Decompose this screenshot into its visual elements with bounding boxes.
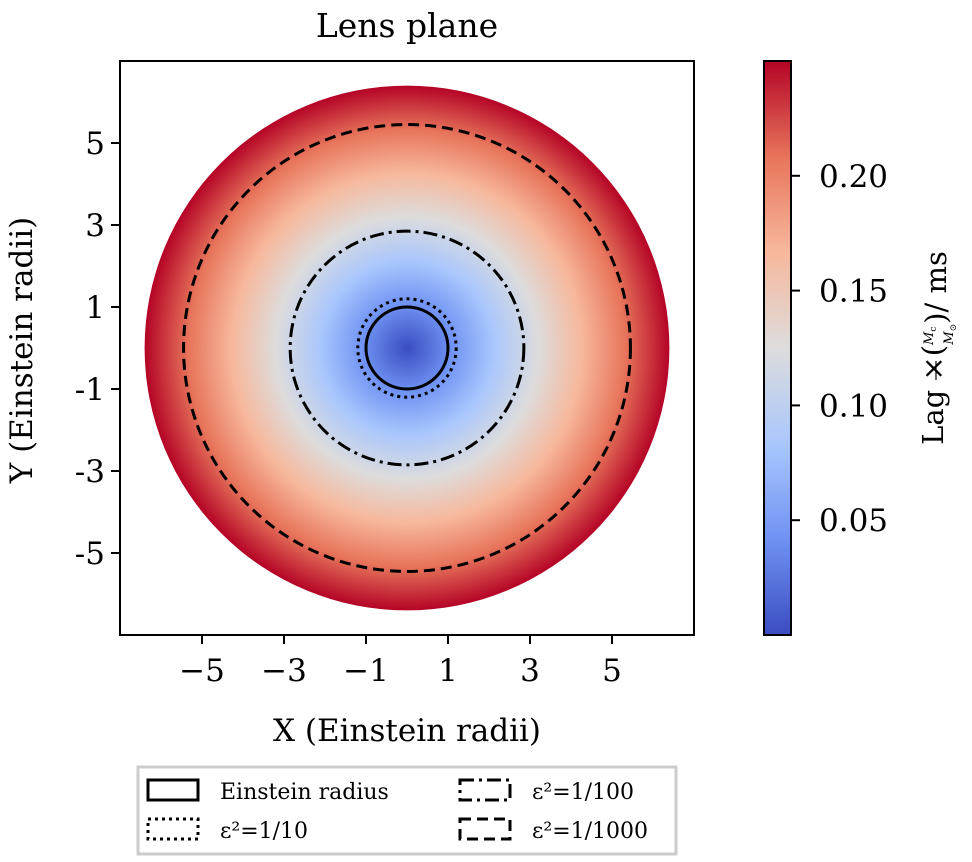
contour-dashed (182, 123, 632, 573)
colorbar-label-suffix: )/ ms (919, 251, 953, 324)
x-axis-label: X (Einstein radii) (273, 713, 541, 749)
y-axis-label: Y (Einstein radii) (4, 217, 40, 484)
colorbar-tick-label: 0.20 (819, 159, 888, 195)
y-tick-label: 5 (85, 126, 105, 162)
chart-title: Lens plane (316, 6, 498, 45)
heatmap-disk (144, 85, 670, 611)
y-tick-label: 1 (85, 290, 105, 326)
legend-handle-dashed (458, 817, 512, 841)
colorbar-label: Lag ×(McM⊙)/ ms (916, 251, 959, 445)
colorbar-tick-label: 0.05 (819, 503, 888, 539)
plot-area (144, 85, 670, 611)
y-tick-label: -5 (75, 536, 105, 572)
x-axis-ticks: −5 −3 −1 1 3 5 (179, 635, 622, 689)
legend-label: Einstein radius (220, 780, 389, 805)
y-axis-ticks: 5 3 1 -1 -3 -5 (75, 126, 120, 572)
colorbar-label-prefix: Lag ×( (916, 345, 950, 445)
x-tick-label: −5 (179, 653, 225, 689)
legend-label: ε²=1/1000 (532, 819, 648, 844)
contour-solid (364, 305, 450, 391)
y-tick-label: 3 (85, 208, 105, 244)
y-tick-label: -3 (75, 454, 105, 490)
colorbar-label-frac-den-sub: ⊙ (949, 324, 959, 332)
colorbar-label-frac-num: M (922, 331, 937, 346)
x-tick-label: 1 (438, 653, 458, 689)
x-tick-label: −3 (261, 653, 307, 689)
colorbar-label-frac-den: M (942, 331, 957, 346)
colorbar-ticks: 0.05 0.10 0.15 0.20 (791, 159, 888, 539)
contour-dotted (356, 297, 458, 399)
contour-dashdot (288, 229, 526, 467)
x-tick-label: −1 (343, 653, 389, 689)
legend-handle-dashdot (458, 778, 512, 802)
colorbar-tick-label: 0.15 (819, 274, 888, 310)
y-tick-label: -1 (75, 372, 105, 408)
colorbar (763, 60, 792, 636)
legend-label: ε²=1/100 (532, 780, 634, 805)
axes-frame (119, 60, 695, 636)
colorbar-label-frac-num-sub: c (929, 327, 939, 332)
legend: Einstein radius ε²=1/10 ε²=1/100 ε²=1/1000 (146, 778, 648, 844)
legend-handle-solid (146, 778, 200, 802)
colorbar-tick-label: 0.10 (819, 388, 888, 424)
legend-box (136, 765, 678, 856)
x-tick-label: 3 (520, 653, 540, 689)
x-tick-label: 5 (602, 653, 622, 689)
svg-text:Lag ×(McM⊙)/ ms: Lag ×(McM⊙)/ ms (916, 251, 959, 445)
legend-label: ε²=1/10 (220, 819, 308, 844)
